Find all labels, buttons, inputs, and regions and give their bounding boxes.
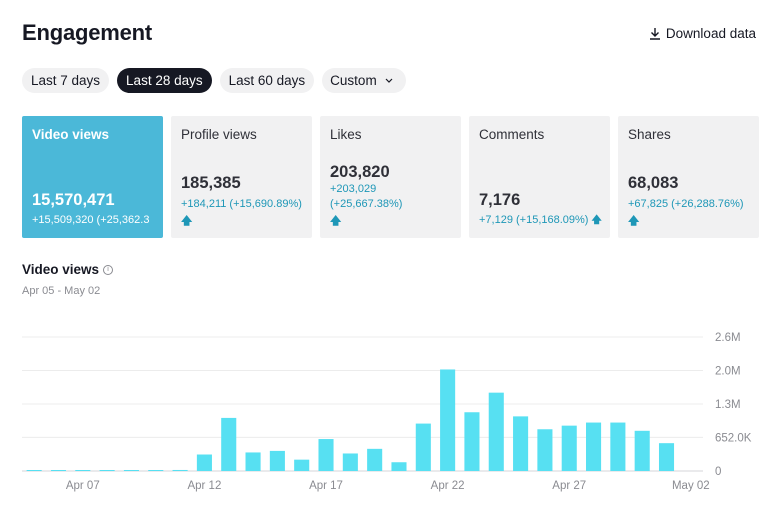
metric-label: Likes [330, 127, 362, 142]
metric-value: 185,385 [181, 174, 241, 192]
chart-bar [172, 469, 188, 471]
metric-delta: +184,211 (+15,690.89%) [181, 198, 302, 210]
chart-bar [196, 454, 212, 471]
chart-bar [269, 450, 285, 471]
arrow-up-icon: 🡅 [591, 215, 602, 226]
chart-bar [561, 425, 577, 471]
range-label: Last 60 days [228, 73, 306, 88]
range-label: Last 7 days [31, 73, 101, 88]
chart-bar [148, 470, 164, 471]
page-title: Engagement [22, 20, 153, 45]
chart-bar [415, 423, 431, 471]
metric-card-shares[interactable]: Shares 68,083 +67,825 (+26,288.76%) 🡅 [618, 116, 759, 238]
y-tick-label: 1.3M [715, 399, 741, 411]
chart-bar [342, 453, 358, 471]
x-tick-label: Apr 12 [187, 480, 221, 492]
range-last-7-days[interactable]: Last 7 days [22, 68, 110, 93]
chart-section-title: Video views i [22, 262, 114, 277]
metric-card-profile-views[interactable]: Profile views 185,385 +184,211 (+15,690.… [171, 116, 312, 238]
range-custom-dropdown[interactable]: Custom [322, 68, 406, 93]
arrow-up-icon: 🡅 [181, 215, 193, 227]
download-data-button[interactable]: Download data [649, 26, 756, 41]
x-tick-label: Apr 22 [431, 480, 465, 492]
metric-delta-percent: (+25,667.38%) [330, 198, 403, 210]
chart-bar [610, 422, 626, 471]
range-label: Last 28 days [126, 73, 203, 88]
metric-delta: +15,509,320 (+25,362.3 [32, 214, 150, 226]
chart-bar [221, 417, 237, 471]
range-last-60-days[interactable]: Last 60 days [219, 68, 315, 93]
metric-card-comments[interactable]: Comments 7,176 +7,129 (+15,168.09%) 🡅 [469, 116, 610, 238]
y-tick-label: 0 [715, 466, 721, 478]
metric-label: Shares [628, 127, 671, 142]
metric-value: 7,176 [479, 191, 521, 209]
chart-bar [318, 439, 334, 471]
metric-delta: +7,129 (+15,168.09%) 🡅 [479, 212, 602, 229]
x-tick-label: Apr 27 [552, 480, 586, 492]
chart-bar [367, 448, 383, 471]
x-tick-label: May 02 [672, 480, 710, 492]
metric-delta: +203,029 [330, 183, 377, 195]
chart-bar [586, 422, 602, 471]
info-icon[interactable]: i [103, 264, 114, 275]
range-last-28-days[interactable]: Last 28 days [117, 68, 212, 93]
y-tick-label: 652.0K [715, 432, 752, 444]
chart-bar [123, 470, 139, 471]
metric-card-video-views[interactable]: Video views 15,570,471 +15,509,320 (+25,… [22, 116, 163, 238]
y-tick-label: 2.0M [715, 366, 741, 378]
chart-bar [245, 452, 261, 471]
metric-delta-text: +7,129 (+15,168.09%) [479, 214, 589, 226]
download-icon [649, 28, 660, 40]
arrow-up-icon: 🡅 [628, 215, 640, 227]
date-range-selector: Last 7 days Last 28 days Last 60 days Cu… [22, 68, 406, 93]
metric-delta: +67,825 (+26,288.76%) [628, 198, 744, 210]
metric-label: Comments [479, 127, 545, 142]
chart-bar [26, 470, 42, 471]
chart-date-range: Apr 05 - May 02 [22, 285, 101, 297]
chart-bar [294, 459, 310, 471]
metric-cards: Video views 15,570,471 +15,509,320 (+25,… [22, 116, 759, 238]
range-label: Custom [330, 73, 377, 88]
chart-bar [440, 369, 456, 471]
metric-label: Profile views [181, 127, 257, 142]
metric-value: 68,083 [628, 174, 679, 192]
metric-value: 203,820 [330, 163, 390, 181]
chart-bar [50, 470, 67, 471]
x-tick-label: Apr 17 [309, 480, 343, 492]
metric-card-likes[interactable]: Likes 203,820 +203,029 (+25,667.38%) 🡅 [320, 116, 461, 238]
chart-bar [634, 430, 650, 471]
metric-label: Video views [32, 127, 110, 142]
y-tick-label: 2.6M [715, 332, 741, 344]
metric-value: 15,570,471 [32, 191, 115, 209]
chart-bar [658, 443, 675, 471]
chart-bar [537, 429, 553, 471]
chart-bar [488, 392, 504, 471]
video-views-chart: 2.6M 2.0M 1.3M 652.0K 0 Apr 07 Apr 12 Apr 17 Apr… [22, 332, 752, 492]
chart-bar [391, 462, 407, 471]
chevron-down-icon [385, 78, 393, 83]
arrow-up-icon: 🡅 [330, 215, 342, 227]
chart-bar [99, 470, 115, 471]
chart-bar [513, 416, 529, 471]
download-label: Download data [665, 26, 756, 41]
chart-bar [75, 470, 91, 471]
chart-bar [464, 412, 480, 471]
x-tick-label: Apr 07 [66, 480, 100, 492]
chart-title: Video views [22, 262, 100, 277]
